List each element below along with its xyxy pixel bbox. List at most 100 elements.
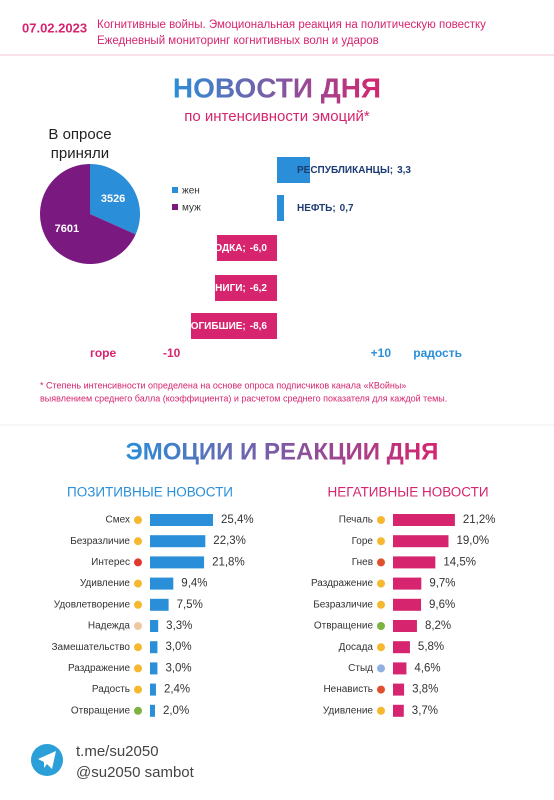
pie-label: 7601 (55, 223, 79, 235)
date: 07.02.2023 (22, 20, 87, 35)
emoji-icon (134, 537, 142, 546)
value-label: 5,8% (418, 641, 444, 653)
chart-title: НОВОСТИ ДНЯ (173, 72, 381, 103)
category-label: Ненависть (323, 684, 373, 695)
legend-label: жен (182, 186, 200, 197)
emoji-icon (134, 516, 142, 524)
value-label: 3,7% (412, 705, 438, 717)
pie-slice (39, 164, 136, 264)
category-label: Смех (106, 515, 130, 526)
bar (393, 535, 449, 548)
category-label: Удивление (323, 705, 374, 716)
emoji-icon (377, 558, 385, 567)
category-label: Стыд (348, 663, 373, 674)
value-label: 4,6% (414, 662, 440, 674)
bar (277, 157, 310, 183)
value-label: 21,2% (463, 514, 496, 526)
chart-title: НЕГАТИВНЫЕ НОВОСТИ (327, 485, 488, 500)
bar (277, 195, 284, 221)
bar-category: ПОГИБШИЕ; (184, 321, 246, 332)
category-label: Безразличие (313, 599, 373, 610)
bar-value-label: -8,6 (250, 321, 268, 332)
emoji-icon (377, 516, 385, 524)
bar (150, 704, 155, 717)
category-label: Досада (339, 642, 374, 653)
legend-swatch (172, 204, 178, 210)
bar (393, 662, 407, 675)
bar-value-label: 0,7 (340, 203, 354, 214)
value-label: 14,5% (443, 556, 476, 568)
bar-label: ВОДКА; -6,0 (207, 243, 267, 254)
pie-title: В опросе приняли участие: (48, 126, 112, 169)
bar (393, 620, 417, 632)
value-label: 8,2% (425, 620, 451, 632)
category-label: Печаль (339, 515, 373, 526)
emoji-icon (134, 685, 142, 694)
emoji-icon (134, 664, 142, 673)
emoji-icon (134, 706, 142, 715)
bar (150, 556, 205, 569)
value-label: 2,0% (163, 705, 189, 717)
pie-label: 3526 (101, 193, 125, 205)
section-title: ЭМОЦИИ И РЕАКЦИИ ДНЯ (126, 438, 439, 465)
category-label: Отвращение (71, 705, 131, 716)
bar-label: ПОГИБШИЕ; -8,6 (184, 321, 268, 332)
emoji-icon (377, 706, 385, 715)
bar (393, 556, 436, 569)
telegram-plane (38, 751, 56, 769)
pie-title-box: В опросе приняли участие: (48, 126, 112, 169)
value-label: 19,0% (456, 535, 489, 547)
category-label: Радость (92, 684, 130, 695)
bar (150, 598, 169, 611)
category-label: Удивление (80, 578, 131, 589)
chart-title: ПОЗИТИВНЫЕ НОВОСТИ (67, 485, 233, 500)
value-label: 7,5% (177, 599, 203, 611)
bar-value-label: -6,2 (250, 283, 268, 294)
value-label: 9,7% (429, 578, 455, 590)
value-label: 22,3% (213, 535, 246, 547)
category-label: Отвращение (314, 621, 374, 632)
category-label: Надежда (88, 621, 131, 632)
emoji-icon (377, 685, 385, 694)
bar (150, 514, 213, 526)
footer-bot[interactable]: @su2050 sambot (76, 764, 195, 781)
bar (393, 641, 410, 654)
emoji-icon (377, 643, 385, 652)
value-label: 3,3% (166, 620, 192, 632)
bar (150, 577, 174, 590)
chart-subtitle: по интенсивности эмоций* (184, 108, 370, 125)
emoji-icon (377, 622, 385, 630)
bar-category: КНИГИ; (209, 283, 246, 294)
bar (393, 683, 405, 696)
category-label: Удовлетворение (54, 599, 131, 610)
bar (393, 577, 422, 590)
header-line: Ежедневный мониторинг когнитивных волн и… (97, 35, 379, 47)
value-label: 25,4% (221, 514, 254, 526)
emoji-icon (134, 622, 142, 630)
bar (393, 514, 455, 526)
axis-label: горе (90, 346, 117, 360)
bar (150, 620, 159, 632)
category-label: Горе (352, 536, 374, 547)
category-label: Безразличие (70, 536, 130, 547)
legend-label: муж (182, 203, 201, 214)
bar (191, 313, 277, 339)
bar-label: НЕФТЬ; 0,7 (297, 203, 354, 214)
category-label: Раздражение (68, 663, 130, 674)
bar (150, 641, 158, 654)
pie-slice (90, 164, 140, 235)
emoji-icon (377, 537, 385, 546)
bar-category: НЕФТЬ; (297, 203, 336, 214)
legend-swatch (172, 187, 178, 193)
category-label: Раздражение (311, 578, 373, 589)
footer-link[interactable]: t.me/su2050 (76, 743, 159, 760)
bar (150, 662, 158, 675)
bar-category: ВОДКА; (207, 243, 245, 254)
axis-label: радость (413, 346, 462, 360)
bar (217, 235, 277, 261)
emoji-icon (134, 643, 142, 652)
value-label: 3,8% (412, 684, 438, 696)
value-label: 2,4% (164, 684, 190, 696)
value-label: 9,4% (181, 578, 207, 590)
value-label: 9,6% (429, 599, 455, 611)
